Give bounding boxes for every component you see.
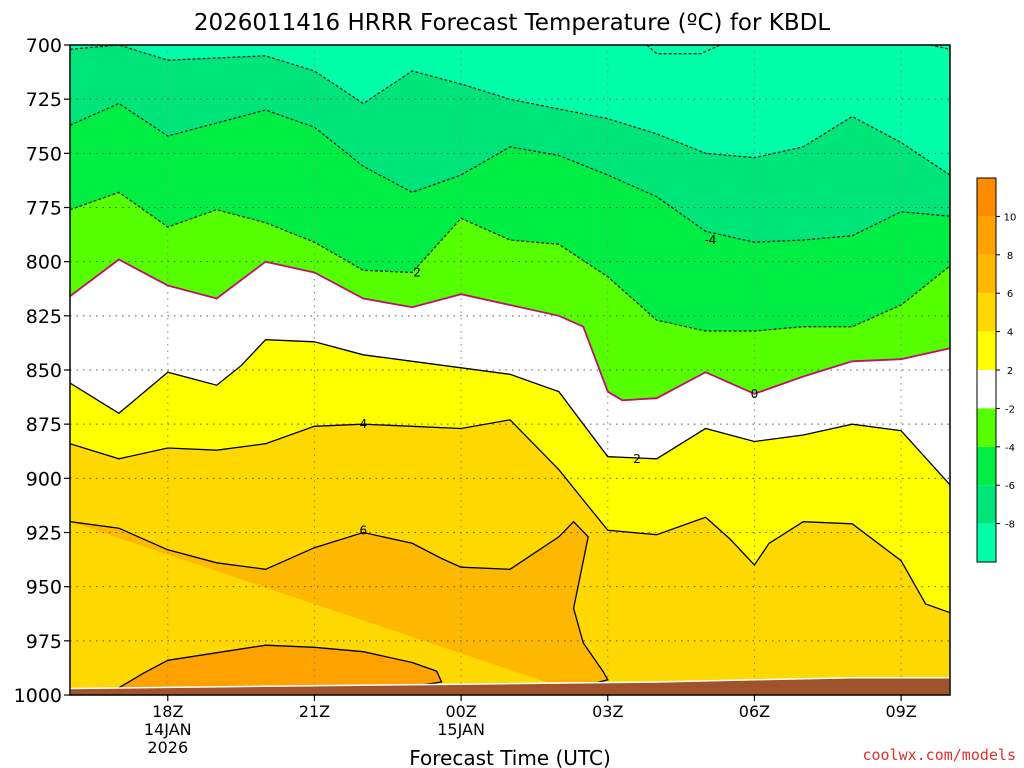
credit-link[interactable]: coolwx.com/models (862, 746, 1016, 764)
colorbar-swatch (977, 254, 996, 294)
x-tick-label: 21Z (299, 702, 330, 721)
grid-lines (70, 45, 950, 695)
colorbar-label: 4 (1007, 328, 1013, 339)
colorbar-swatch (977, 523, 996, 562)
y-tick-label: 775 (26, 198, 62, 220)
y-tick-label: 725 (26, 89, 62, 111)
colorbar-label: -2 (1005, 404, 1015, 415)
y-tick-label: 950 (26, 577, 62, 599)
contour-line (70, 339, 950, 486)
contour-line (70, 258, 950, 402)
contour-label: 2 (413, 266, 421, 280)
y-tick-label: 875 (26, 414, 62, 436)
ground-below-surface (70, 676, 950, 695)
contour-label: 0 (751, 387, 759, 401)
x-axis-label: Forecast Time (UTC) (409, 746, 611, 768)
colorbar: 10 8 6 4 2 -2 -4 -6 -8 (976, 177, 1017, 563)
chart-title: 2026011416 HRRR Forecast Temperature (ºC… (194, 10, 830, 36)
y-tick-label: 1000 (14, 685, 62, 707)
temperature-fill-bands (70, 45, 950, 695)
colorbar-label: 6 (1007, 289, 1013, 300)
contour-label: -4 (704, 233, 716, 247)
x-tick-label: 00Z (445, 702, 476, 721)
contour-line (70, 520, 609, 687)
contour-line (70, 419, 950, 614)
contour-lines (70, 45, 950, 692)
y-tick-label: 800 (26, 252, 62, 274)
colorbar-swatch (977, 408, 996, 447)
colorbar-label: 8 (1007, 251, 1013, 262)
y-tick-label: 900 (26, 468, 62, 490)
colorbar-label: 2 (1007, 366, 1013, 377)
ground-layer (70, 676, 950, 695)
contour-line (70, 45, 950, 176)
y-tick-label: 975 (26, 631, 62, 653)
y-tick-label: 825 (26, 306, 62, 328)
contour-line (113, 644, 443, 692)
x-tick-label: 18Z (152, 702, 183, 721)
colorbar-swatch (977, 293, 996, 332)
band-6-to-8 (70, 521, 608, 687)
colorbar-label: -6 (1005, 481, 1015, 492)
colorbar-swatch (977, 216, 996, 255)
x-tick-label: 03Z (592, 702, 623, 721)
x-tick-label: 2026 (147, 738, 188, 757)
contour-line (646, 45, 721, 55)
y-tick-label: 850 (26, 360, 62, 382)
y-tick-label: 700 (26, 35, 62, 57)
y-tick-label: 750 (26, 143, 62, 165)
contour-line (930, 45, 950, 50)
colorbar-label: -8 (1005, 520, 1015, 531)
y-axis: 700 725 750 775 800 825 850 875 900 925 950 975 1000 (14, 35, 70, 707)
x-tick-label: 09Z (885, 702, 916, 721)
colorbar-swatch (977, 446, 996, 486)
band-4-to-6 (70, 419, 950, 695)
contour-label: 4 (360, 417, 368, 431)
colorbar-label: -4 (1005, 443, 1015, 454)
contour-label: 6 (360, 523, 368, 537)
y-tick-label: 925 (26, 523, 62, 545)
colorbar-swatch (977, 178, 996, 217)
colorbar-swatch (977, 485, 996, 524)
colorbar-label: 10 (1004, 212, 1017, 223)
colorbar-swatch (977, 370, 996, 409)
contour-line (70, 102, 950, 243)
colorbar-swatch (977, 331, 996, 370)
contour-labels: -4 2 0 2 4 6 (360, 233, 759, 537)
x-tick-label: 06Z (739, 702, 770, 721)
x-tick-label: 14JAN (144, 720, 192, 739)
contour-label: 2 (633, 452, 641, 466)
x-tick-label: 15JAN (437, 720, 485, 739)
